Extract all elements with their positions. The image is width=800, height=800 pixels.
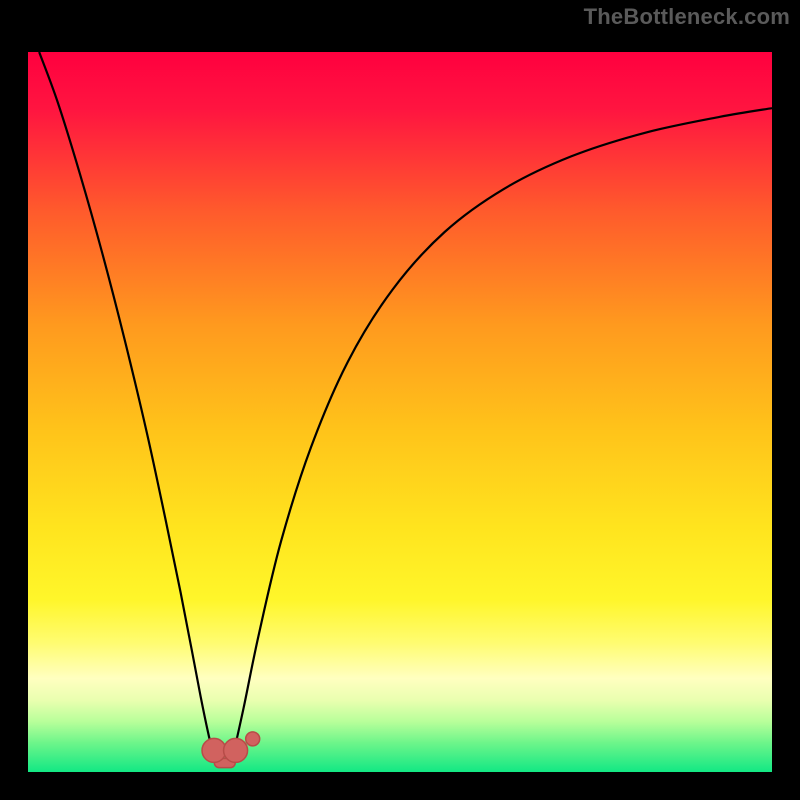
curve-left-arm — [39, 52, 214, 758]
v-bottom-markers — [202, 732, 260, 768]
curve-right-arm — [233, 108, 772, 757]
chart-curves — [28, 52, 772, 772]
chart-plot-area — [28, 52, 772, 772]
watermark-text: TheBottleneck.com — [584, 4, 790, 30]
